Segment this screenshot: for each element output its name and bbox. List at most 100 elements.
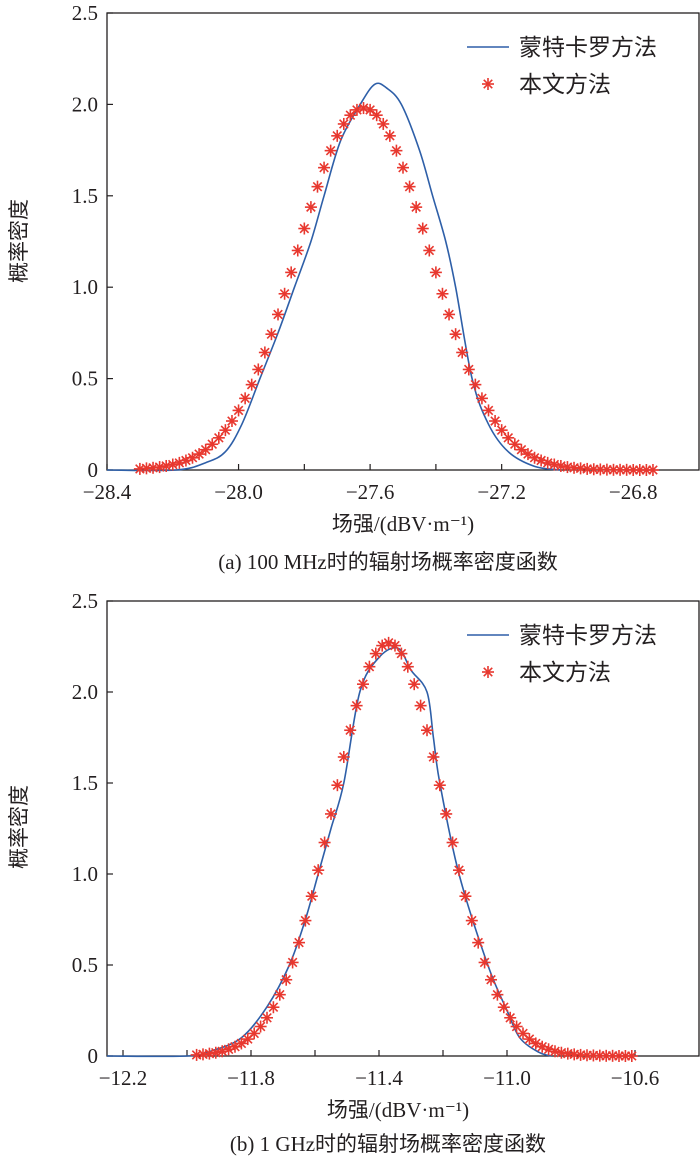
data-point-marker <box>280 973 293 986</box>
data-point-marker <box>312 864 325 877</box>
data-point-marker <box>216 1045 229 1058</box>
x-tick-label: −28.0 <box>214 480 263 504</box>
data-point-marker <box>436 287 449 300</box>
data-point-marker <box>337 750 350 763</box>
data-point-marker <box>625 1050 638 1062</box>
data-point-marker <box>364 103 377 116</box>
series-markers-proposed-method <box>133 102 659 476</box>
legend-label: 本文方法 <box>519 72 611 97</box>
x-tick-label: −11.0 <box>483 1066 531 1090</box>
data-point-marker <box>193 448 206 461</box>
x-axis-label: 场强/(dBV·m⁻¹) <box>327 1098 469 1122</box>
chart-caption: (a) 100 MHz时的辐射场概率密度函数 <box>218 550 557 574</box>
data-point-marker <box>318 836 331 849</box>
y-tick-label: 1.0 <box>72 275 98 299</box>
y-tick-label: 0.5 <box>72 953 98 977</box>
data-point-marker <box>489 415 502 428</box>
data-point-marker <box>254 1020 267 1033</box>
y-tick-label: 1.5 <box>72 771 98 795</box>
data-point-marker <box>403 180 416 193</box>
data-point-marker <box>272 308 285 321</box>
data-point-marker <box>427 750 440 763</box>
data-point-marker <box>311 180 324 193</box>
legend-label: 蒙特卡罗方法 <box>519 35 657 60</box>
data-point-marker <box>568 461 581 474</box>
data-point-marker <box>456 346 469 359</box>
data-point-marker <box>410 201 423 214</box>
data-point-marker <box>291 244 304 257</box>
data-point-marker <box>416 222 429 235</box>
data-point-marker <box>232 404 245 417</box>
data-point-marker <box>370 109 383 122</box>
data-point-marker <box>225 415 238 428</box>
data-point-marker <box>462 363 475 376</box>
data-point-marker <box>440 807 453 820</box>
y-tick-label: 2.0 <box>72 92 98 116</box>
data-point-marker <box>239 392 252 405</box>
data-point-marker <box>408 678 421 691</box>
y-tick-label: 0 <box>88 1044 99 1068</box>
chart-a: 概率密度 场强/(dBV·m⁻¹) (a) 100 MHz时的辐射场概率密度函数… <box>7 1 700 574</box>
data-point-marker <box>278 287 291 300</box>
data-point-marker <box>350 103 363 116</box>
data-point-marker <box>267 1001 280 1014</box>
data-point-marker <box>421 724 433 737</box>
data-point-marker <box>369 647 382 660</box>
y-tick-label: 1.0 <box>72 862 98 886</box>
y-tick-label: 2.5 <box>72 1 98 25</box>
data-point-marker <box>465 914 478 927</box>
data-point-marker <box>305 890 318 903</box>
chart-caption: (b) 1 GHz时的辐射场概率密度函数 <box>230 1132 546 1156</box>
chart-b: 概率密度 场强/(dBV·m⁻¹) (b) 1 GHz时的辐射场概率密度函数 −… <box>7 589 700 1156</box>
x-tick-label: −11.8 <box>227 1066 275 1090</box>
data-point-marker <box>515 443 528 456</box>
data-point-marker <box>646 464 659 476</box>
data-point-marker <box>331 129 344 142</box>
legend-label: 蒙特卡罗方法 <box>519 623 657 648</box>
data-point-marker <box>390 144 403 157</box>
data-point-marker <box>472 936 485 949</box>
data-point-marker <box>449 328 462 341</box>
data-point-marker <box>414 699 427 712</box>
data-point-marker <box>504 1011 517 1024</box>
data-point-marker <box>401 660 414 673</box>
data-point-marker <box>344 724 357 737</box>
data-point-marker <box>495 424 508 437</box>
data-point-marker <box>299 914 312 927</box>
data-point-marker <box>293 936 305 949</box>
data-point-marker <box>377 117 390 130</box>
y-axis-label: 概率密度 <box>7 199 31 283</box>
data-point-marker <box>318 161 331 174</box>
y-tick-label: 0.5 <box>72 367 98 391</box>
data-point-marker <box>285 266 298 279</box>
data-point-marker <box>497 1001 510 1014</box>
data-point-marker <box>235 1037 248 1050</box>
plot-frame <box>106 12 700 471</box>
data-point-marker <box>344 109 357 122</box>
data-point-marker <box>478 956 491 969</box>
legend-asterisk-swatch <box>482 78 494 90</box>
data-point-marker <box>350 699 363 712</box>
data-point-marker <box>491 988 504 1001</box>
x-tick-label: −12.2 <box>99 1066 148 1090</box>
data-point-marker <box>485 973 497 986</box>
data-point-marker <box>261 1011 273 1024</box>
data-point-marker <box>446 836 459 849</box>
data-point-marker <box>337 117 350 130</box>
data-point-marker <box>325 807 337 820</box>
y-tick-label: 2.5 <box>72 589 98 613</box>
data-point-marker <box>482 404 495 417</box>
data-point-marker <box>395 647 408 660</box>
data-point-marker <box>453 864 465 877</box>
data-point-marker <box>523 1033 536 1046</box>
data-point-marker <box>459 890 472 903</box>
data-point-marker <box>469 378 482 391</box>
data-point-marker <box>212 431 225 444</box>
x-tick-label: −27.2 <box>477 480 526 504</box>
data-point-marker <box>219 424 232 437</box>
data-point-marker <box>245 378 258 391</box>
x-tick-label: −28.4 <box>83 480 132 504</box>
data-point-marker <box>286 956 299 969</box>
